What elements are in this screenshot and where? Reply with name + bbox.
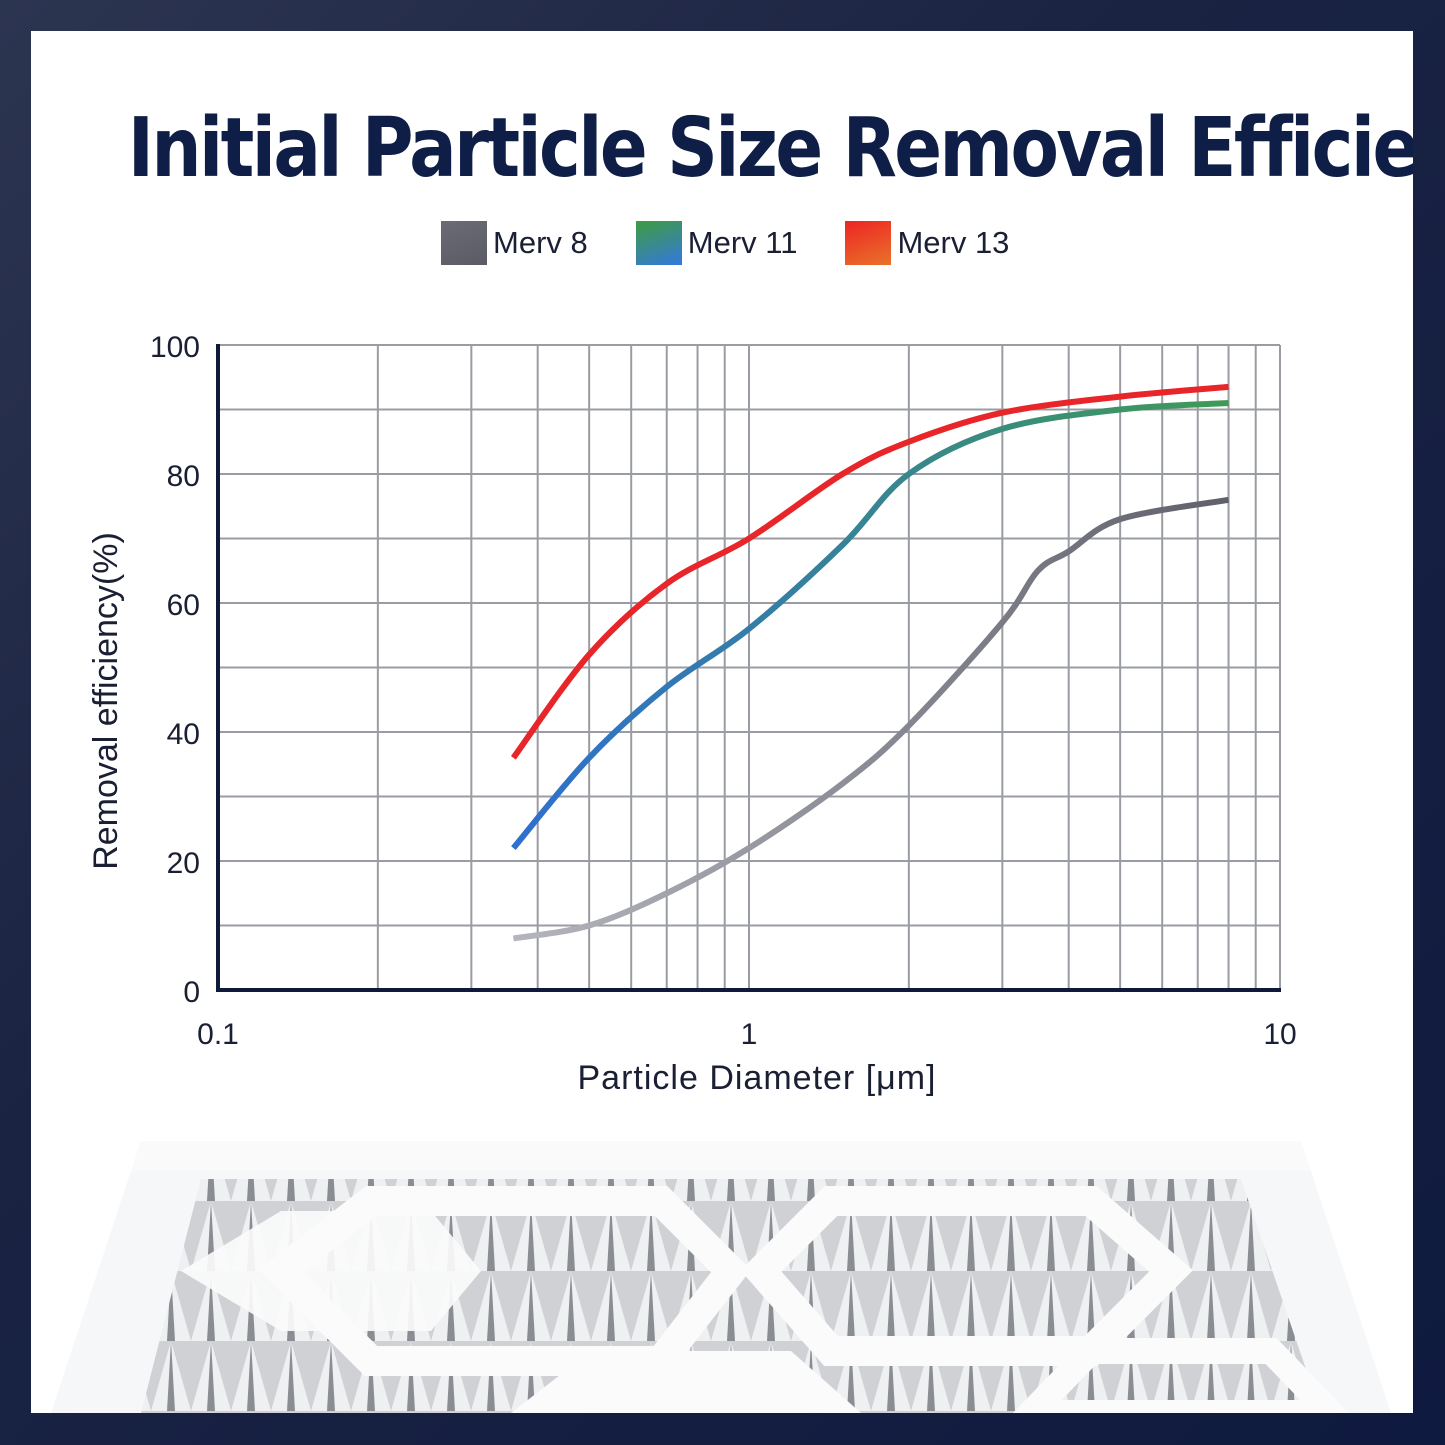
- series-lines: [510, 383, 1230, 942]
- x-tick-label: 1: [741, 1018, 758, 1051]
- legend: Merv 8 Merv 11 Merv 13: [441, 221, 1057, 265]
- y-tick-label: 20: [167, 847, 200, 880]
- legend-label: Merv 8: [493, 225, 588, 260]
- tick-labels: 0 20 40 60 80 100 0.1 1 10: [150, 331, 1297, 1051]
- legend-item-merv-8: Merv 8: [441, 221, 588, 265]
- y-tick-label: 60: [167, 589, 200, 622]
- y-axis-label: Removal efficiency(%): [87, 532, 125, 870]
- y-tick-label: 0: [183, 976, 200, 1009]
- x-axis-label: Particle Diameter [μm]: [578, 1059, 937, 1097]
- legend-swatch-merv-8: [441, 221, 487, 265]
- line-chart: 0 20 40 60 80 100 0.1 1 10 Particle Diameter [μm…: [87, 331, 1297, 1097]
- chart-panel: Initial Particle Size Removal Efficiency…: [31, 31, 1413, 1413]
- legend-item-merv-11: Merv 11: [635, 221, 798, 265]
- chart-title: Initial Particle Size Removal Efficiency: [127, 101, 1413, 196]
- x-tick-label: 10: [1263, 1018, 1296, 1051]
- legend-label: Merv 13: [897, 225, 1010, 260]
- series-line-merv-8: [512, 496, 1230, 942]
- y-tick-label: 80: [167, 460, 200, 493]
- y-tick-label: 40: [167, 718, 200, 751]
- air-filter-image: [51, 1141, 1391, 1413]
- legend-label: Merv 11: [687, 225, 798, 260]
- series-line-merv-13: [510, 383, 1229, 760]
- y-tick-label: 100: [150, 331, 200, 364]
- x-tick-label: 0.1: [197, 1018, 239, 1051]
- series-line-merv-11: [511, 400, 1229, 851]
- legend-swatch-merv-13: [845, 221, 892, 265]
- legend-swatch-merv-11: [635, 221, 682, 265]
- grid: [218, 344, 1281, 990]
- legend-item-merv-13: Merv 13: [845, 221, 1009, 265]
